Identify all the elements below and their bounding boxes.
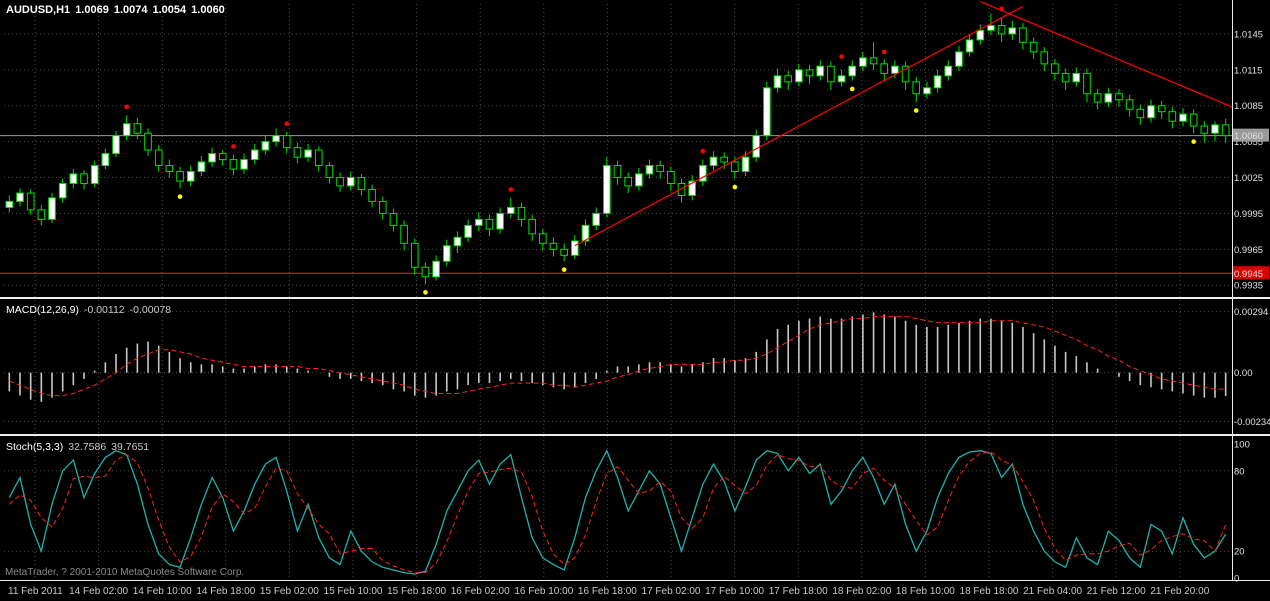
svg-text:0.9945: 0.9945 — [1234, 269, 1263, 280]
macd-layer — [8, 312, 1227, 402]
svg-text:14 Feb 18:00: 14 Feb 18:00 — [196, 586, 255, 597]
time-labels: 11 Feb 2011 14 Feb 02:00 14 Feb 10:00 14 Fe… — [8, 586, 1210, 597]
svg-text:17 Feb 10:00: 17 Feb 10:00 — [705, 586, 764, 597]
svg-text:0: 0 — [1234, 574, 1239, 585]
svg-text:15 Feb 18:00: 15 Feb 18:00 — [387, 586, 446, 597]
svg-text:18 Feb 02:00: 18 Feb 02:00 — [832, 586, 891, 597]
svg-text:21 Feb 12:00: 21 Feb 12:00 — [1087, 586, 1146, 597]
grid-layer — [4, 4, 1232, 580]
hline-price-tag — [1233, 266, 1269, 280]
svg-text:1.0055: 1.0055 — [1234, 137, 1263, 148]
price-layer — [0, 1, 1232, 295]
panel-separator — [0, 297, 1270, 299]
svg-text:21 Feb 20:00: 21 Feb 20:00 — [1150, 586, 1209, 597]
svg-text:11 Feb 2011: 11 Feb 2011 — [8, 586, 63, 597]
panel-separator — [0, 434, 1270, 436]
svg-text:16 Feb 10:00: 16 Feb 10:00 — [514, 586, 573, 597]
svg-text:14 Feb 10:00: 14 Feb 10:00 — [133, 586, 192, 597]
svg-text:1.0115: 1.0115 — [1234, 65, 1262, 76]
current-price-tag — [1233, 128, 1269, 142]
svg-text:16 Feb 02:00: 16 Feb 02:00 — [451, 586, 510, 597]
axis-layer: 1.0145 1.0115 1.0085 1.0055 1.0025 0.9995 0.99… — [1234, 29, 1270, 584]
stoch-layer — [8, 449, 1227, 575]
svg-text:17 Feb 18:00: 17 Feb 18:00 — [769, 586, 828, 597]
svg-text:80: 80 — [1234, 466, 1245, 477]
svg-text:1.0060: 1.0060 — [1234, 131, 1263, 142]
svg-text:-0.00234: -0.00234 — [1234, 417, 1270, 428]
svg-text:0.00: 0.00 — [1234, 368, 1253, 379]
svg-text:18 Feb 10:00: 18 Feb 10:00 — [896, 586, 955, 597]
svg-text:17 Feb 02:00: 17 Feb 02:00 — [642, 586, 701, 597]
svg-text:14 Feb 02:00: 14 Feb 02:00 — [69, 586, 128, 597]
svg-text:0.9965: 0.9965 — [1234, 245, 1263, 256]
svg-text:1.0145: 1.0145 — [1234, 29, 1263, 40]
svg-text:0.9995: 0.9995 — [1234, 209, 1263, 220]
svg-text:18 Feb 18:00: 18 Feb 18:00 — [960, 586, 1019, 597]
svg-text:100: 100 — [1234, 440, 1250, 451]
svg-text:0.00294: 0.00294 — [1234, 307, 1268, 318]
svg-text:0.9935: 0.9935 — [1234, 281, 1263, 292]
svg-text:15 Feb 10:00: 15 Feb 10:00 — [324, 586, 383, 597]
svg-text:1.0025: 1.0025 — [1234, 173, 1263, 184]
svg-text:20: 20 — [1234, 547, 1245, 558]
svg-text:16 Feb 18:00: 16 Feb 18:00 — [578, 586, 637, 597]
svg-text:21 Feb 04:00: 21 Feb 04:00 — [1023, 586, 1082, 597]
svg-text:1.0085: 1.0085 — [1234, 101, 1263, 112]
svg-text:15 Feb 02:00: 15 Feb 02:00 — [260, 586, 319, 597]
